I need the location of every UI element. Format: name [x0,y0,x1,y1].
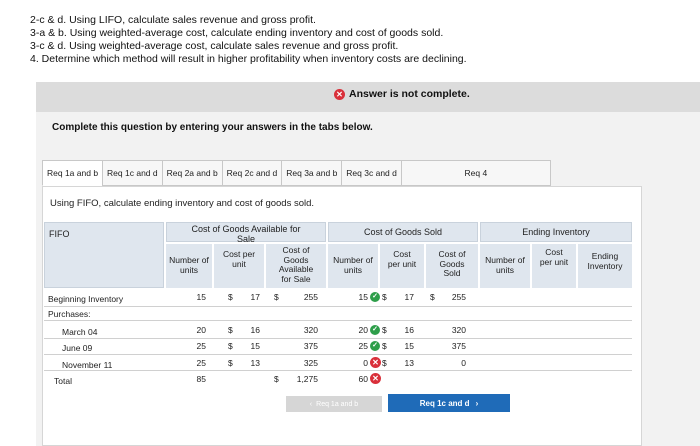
tab-req-2a-b[interactable]: Req 2a and b [161,160,222,186]
avail-total-value: 375 [303,341,318,351]
group-sold: Cost of Goods Sold [328,222,478,242]
check-icon: ✓ [370,292,380,302]
col-avail-total: Cost of Goods Available for Sale [266,244,326,288]
complete-instruction: Complete this question by entering your … [52,122,373,133]
group-available: Cost of Goods Available for Sale [166,222,326,244]
row-divider [44,306,632,307]
check-icon: ✓ [370,325,380,335]
avail-units-input[interactable]: 20 [196,325,206,335]
instruction-line: 3-a & b. Using weighted-average cost, ca… [30,27,444,39]
dollar-sign: $ [228,292,233,302]
dollar-sign: $ [274,292,279,302]
avail-units-input[interactable]: 25 [196,358,206,368]
instruction-line: 2-c & d. Using LIFO, calculate sales rev… [30,14,316,26]
sold-total-value: 255 [451,292,466,302]
sold-units-input[interactable]: 25 [358,341,368,351]
status-text: Answer is not complete. [349,88,470,100]
dollar-sign: $ [228,341,233,351]
col-end-total: Ending Inventory [578,244,632,288]
sold-units-input[interactable]: 0 [363,358,368,368]
col-end-cost: Cost per unit [532,244,576,288]
dollar-sign: $ [382,358,387,368]
col-sold-total: Cost of Goods Sold [426,244,478,288]
row-divider [44,338,632,339]
avail-total-sum: 1,275 [296,374,318,384]
row-label-beginning: Beginning Inventory [48,294,124,304]
chevron-left-icon: ‹ [309,400,313,408]
sold-total-value: 320 [451,325,466,335]
fifo-corner: FIFO [44,222,164,288]
avail-total-value: 325 [303,358,318,368]
tab-req-1a-b[interactable]: Req 1a and b [42,160,103,186]
dollar-sign: $ [382,292,387,302]
sold-cost-input[interactable]: 17 [404,292,414,302]
tab-req-1c-d[interactable]: Req 1c and d [102,160,162,186]
instruction-line: 4. Determine which method will result in… [30,53,467,65]
avail-units-total: 85 [196,374,206,384]
avail-cost-input[interactable]: 15 [250,341,260,351]
avail-cost-input[interactable]: 17 [250,292,260,302]
dollar-sign: $ [274,374,279,384]
col-end-units: Number of units [480,244,530,288]
error-icon: ✕ [334,88,345,100]
dollar-sign: $ [430,292,435,302]
tab-req-4[interactable]: Req 4 [400,160,551,186]
instructions: 2-c & d. Using LIFO, calculate sales rev… [30,14,467,66]
status-message: ✕ Answer is not complete. [334,88,470,100]
tab-req-3a-b[interactable]: Req 3a and b [281,160,342,186]
sold-total-value: 0 [461,358,466,368]
fifo-label: FIFO [49,229,70,239]
status-banner: ✕ Answer is not complete. [36,82,700,112]
dollar-sign: $ [228,325,233,335]
chevron-right-icon: › [475,398,479,408]
avail-total-value: 320 [303,325,318,335]
error-icon: ✕ [370,357,381,368]
group-ending: Ending Inventory [480,222,632,242]
avail-total-value: 255 [303,292,318,302]
row-label-june: June 09 [62,343,93,353]
next-tab-button[interactable]: Req 1c and d › [388,394,510,412]
avail-cost-input[interactable]: 13 [250,358,260,368]
col-sold-cost: Cost per unit [380,244,424,288]
dollar-sign: $ [228,358,233,368]
sold-cost-input[interactable]: 16 [404,325,414,335]
avail-cost-input[interactable]: 16 [250,325,260,335]
req-tabs: Req 1a and b Req 1c and d Req 2a and b R… [42,160,551,186]
col-avail-cost: Cost per unit [214,244,264,288]
question-prompt: Using FIFO, calculate ending inventory a… [50,198,315,209]
prev-tab-label: Req 1a and b [316,400,359,408]
avail-units-input[interactable]: 15 [196,292,206,302]
sold-cost-input[interactable]: 15 [404,341,414,351]
row-label-total: Total [54,376,72,386]
tab-req-2c-d[interactable]: Req 2c and d [221,160,282,186]
error-icon: ✕ [370,373,381,384]
row-label-purchases: Purchases: [48,309,91,319]
sold-units-total: 60 [358,374,368,384]
row-divider [44,354,632,355]
row-divider [44,370,632,371]
dollar-sign: $ [382,325,387,335]
sold-units-input[interactable]: 20 [358,325,368,335]
sold-total-value: 375 [451,341,466,351]
tab-req-3c-d[interactable]: Req 3c and d [341,160,401,186]
avail-units-input[interactable]: 25 [196,341,206,351]
sold-units-input[interactable]: 15 [358,292,368,302]
prev-tab-button[interactable]: ‹ Req 1a and b [286,396,382,412]
col-sold-units: Number of units [328,244,378,288]
row-label-march: March 04 [62,327,98,337]
col-avail-units: Number of units [166,244,212,288]
sold-cost-input[interactable]: 13 [404,358,414,368]
instruction-line: 3-c & d. Using weighted-average cost, ca… [30,40,399,52]
check-icon: ✓ [370,341,380,351]
dollar-sign: $ [382,341,387,351]
row-label-november: November 11 [62,360,113,370]
row-divider [44,320,632,321]
next-tab-label: Req 1c and d [419,398,470,408]
